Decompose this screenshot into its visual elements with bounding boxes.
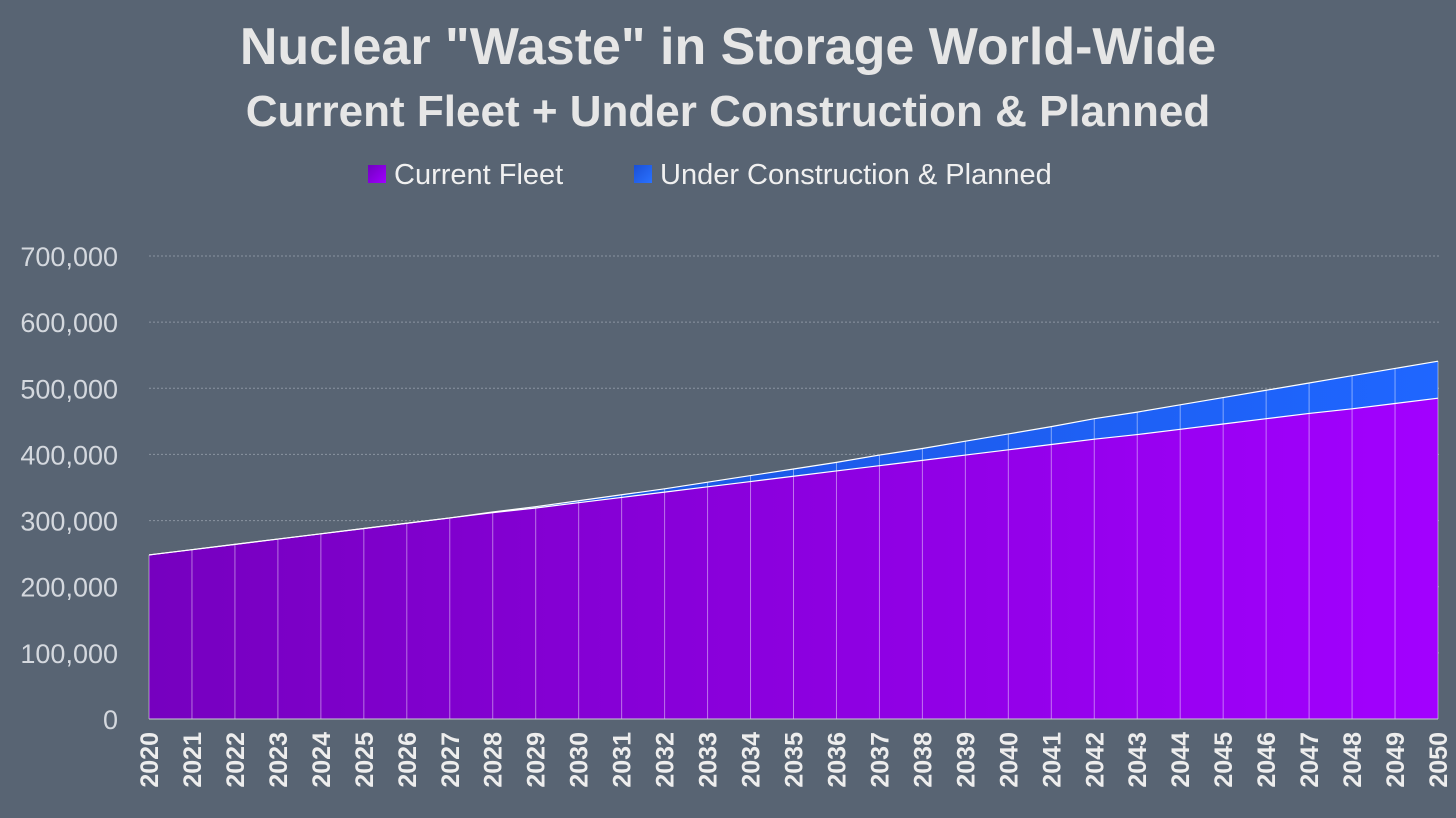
x-tick-label: 2029: [523, 732, 551, 788]
x-tick-label: 2047: [1296, 732, 1324, 788]
legend-swatch-under-construction-planned: [634, 165, 652, 183]
x-tick-label: 2022: [222, 732, 250, 788]
y-tick-label: 100,000: [20, 639, 118, 669]
x-tick-label: 2020: [136, 732, 164, 788]
x-tick-label: 2033: [695, 732, 723, 788]
y-tick-label: 200,000: [20, 573, 118, 603]
x-tick-label: 2031: [609, 732, 637, 788]
x-tick-label: 2042: [1081, 732, 1109, 788]
x-tick-label: 2021: [179, 732, 207, 788]
x-tick-label: 2036: [823, 732, 851, 788]
year-dividers: [148, 361, 1439, 720]
plot-areas: [148, 360, 1439, 719]
series-area-current-fleet: [149, 398, 1438, 719]
y-tick-label: 700,000: [20, 242, 118, 272]
x-tick-label: 2043: [1124, 732, 1152, 788]
y-tick-label: 400,000: [20, 440, 118, 470]
legend-label-current-fleet: Current Fleet: [394, 159, 563, 191]
series-line-current-fleet: [148, 397, 1439, 556]
x-tick-label: 2049: [1382, 732, 1410, 788]
y-tick-label: 300,000: [20, 507, 118, 537]
x-tick-label: 2026: [394, 732, 422, 788]
x-axis-ticks: 2020 2021 2022 2023 2024 2025 2026 2027 2028 2029…: [136, 732, 1453, 788]
x-tick-label: 2044: [1167, 732, 1195, 788]
y-tick-label: 0: [103, 705, 118, 735]
x-tick-label: 2040: [995, 732, 1023, 788]
x-tick-label: 2028: [480, 732, 508, 788]
y-tick-label: 500,000: [20, 374, 118, 404]
chart-subtitle: Current Fleet + Under Construction & Pla…: [246, 87, 1210, 136]
legend-swatch-current-fleet: [368, 165, 386, 183]
legend: Current Fleet Under Construction & Plann…: [368, 159, 1052, 191]
x-tick-label: 2050: [1425, 732, 1453, 788]
x-tick-label: 2025: [351, 732, 379, 788]
x-tick-label: 2032: [652, 732, 680, 788]
x-tick-label: 2027: [437, 732, 465, 788]
x-tick-label: 2035: [781, 732, 809, 788]
x-tick-label: 2037: [866, 732, 894, 788]
x-tick-label: 2023: [265, 732, 293, 788]
x-tick-label: 2041: [1038, 732, 1066, 788]
y-tick-label: 600,000: [20, 308, 118, 338]
x-tick-label: 2045: [1210, 732, 1238, 788]
x-tick-label: 2034: [738, 732, 766, 788]
legend-label-under-construction-planned: Under Construction & Planned: [660, 159, 1052, 191]
x-tick-label: 2046: [1253, 732, 1281, 788]
x-tick-label: 2030: [566, 732, 594, 788]
x-tick-label: 2038: [909, 732, 937, 788]
x-tick-label: 2048: [1339, 732, 1367, 788]
chart-title: Nuclear "Waste" in Storage World-Wide: [240, 18, 1216, 76]
x-tick-label: 2039: [952, 732, 980, 788]
x-tick-label: 2024: [308, 732, 336, 788]
y-axis-ticks: 0 100,000 200,000 300,000 400,000 500,000 600,…: [20, 242, 118, 735]
